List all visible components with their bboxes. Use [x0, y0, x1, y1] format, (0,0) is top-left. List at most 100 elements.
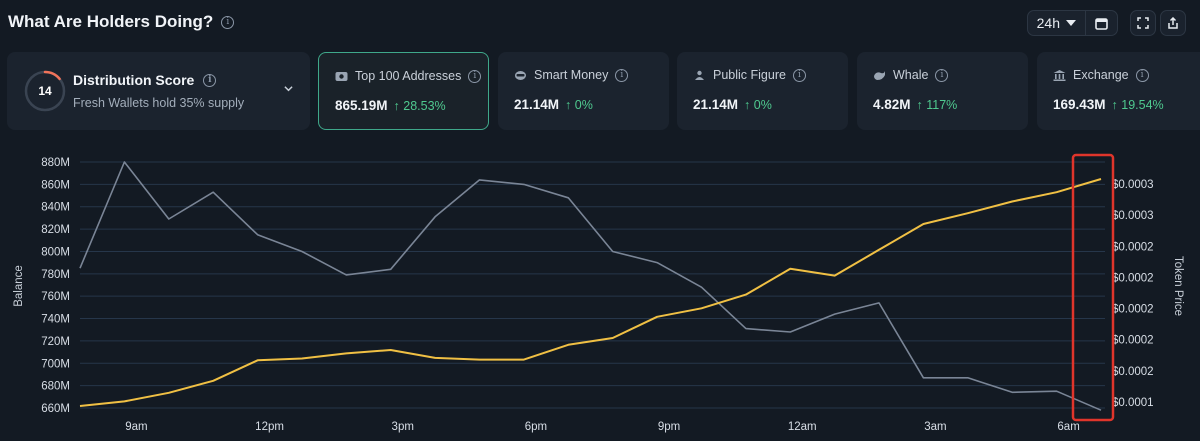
info-icon[interactable]: i	[203, 73, 217, 87]
distribution-score-card[interactable]: 14 Distribution Score i Fresh Wallets ho…	[7, 52, 310, 130]
metric-label: Smart Money	[534, 68, 609, 82]
header: What Are Holders Doing? i	[8, 12, 235, 32]
metric-label: Top 100 Addresses	[355, 69, 462, 83]
whale-icon	[874, 70, 885, 80]
y-axis-ticks: 660M 680M 700M 720M 740M 760M 780M 800M 820M 840M…	[41, 157, 70, 415]
y-axis-label: Balance	[13, 265, 25, 307]
metric-label: Exchange	[1073, 68, 1129, 82]
metric-label-row: Exchange i	[1053, 68, 1149, 82]
exchange-icon	[1053, 69, 1066, 81]
metric-card-exchange[interactable]: Exchange i 169.43M ↑ 19.54%	[1037, 52, 1200, 130]
x-tick-label: 6am	[1057, 421, 1079, 433]
score-title: Distribution Score	[73, 72, 195, 88]
x-tick-label: 9pm	[658, 421, 680, 433]
calendar-button[interactable]	[1085, 11, 1117, 35]
metric-cards: 14 Distribution Score i Fresh Wallets ho…	[7, 52, 1200, 130]
chevron-down-icon[interactable]	[284, 84, 293, 93]
score-title-row: Distribution Score i	[73, 72, 217, 88]
metric-value-row: 21.14M ↑ 0%	[693, 97, 772, 112]
x-tick-label: 3am	[924, 421, 946, 433]
metric-value-row: 21.14M ↑ 0%	[514, 97, 593, 112]
chart-controls: 24h	[1026, 10, 1186, 36]
y-tick-label: 700M	[41, 358, 70, 370]
metric-label-row: Smart Money i	[514, 68, 629, 82]
y-tick-label: 840M	[41, 202, 70, 214]
chart-grid	[80, 161, 1105, 409]
public-figure-icon	[695, 70, 704, 80]
info-icon[interactable]: i	[615, 68, 629, 82]
x-tick-label: 12pm	[255, 421, 284, 433]
y-tick-label: 680M	[41, 381, 70, 393]
metric-label-row: Top 100 Addresses i	[335, 69, 482, 83]
y2-tick-label: $0.0003	[1112, 179, 1154, 191]
fullscreen-icon	[1137, 17, 1149, 29]
info-icon[interactable]: i	[935, 68, 949, 82]
y2-tick-label: $0.0001	[1112, 397, 1154, 409]
timeframe-value: 24h	[1036, 15, 1060, 31]
caret-down-icon	[1066, 20, 1076, 26]
wallet-icon	[335, 71, 348, 81]
share-icon	[1168, 17, 1178, 29]
y2-tick-label: $0.0002	[1112, 241, 1154, 253]
metric-change: ↑ 28.53%	[393, 99, 446, 113]
metric-label-row: Whale i	[873, 68, 949, 82]
y2-tick-label: $0.0002	[1112, 272, 1154, 284]
metric-card-public-figure[interactable]: Public Figure i 21.14M ↑ 0%	[677, 52, 848, 130]
info-icon[interactable]: i	[221, 15, 235, 29]
metric-change: ↑ 0%	[744, 98, 772, 112]
share-button[interactable]	[1160, 10, 1186, 36]
metric-label: Public Figure	[713, 68, 786, 82]
metric-card-top100[interactable]: Top 100 Addresses i 865.19M ↑ 28.53%	[318, 52, 489, 130]
balance-line	[79, 161, 1102, 411]
score-subtitle: Fresh Wallets hold 35% supply	[73, 96, 245, 110]
score-gauge	[24, 70, 66, 112]
x-axis-ticks: 9am 12pm 3pm 6pm 9pm 12am 3am 6am	[125, 421, 1080, 433]
info-icon[interactable]: i	[1135, 68, 1149, 82]
y-tick-label: 820M	[41, 224, 70, 236]
page-title: What Are Holders Doing?	[8, 12, 214, 31]
timeframe-group: 24h	[1026, 10, 1118, 36]
info-icon[interactable]: i	[468, 69, 482, 83]
metric-value: 4.82M	[873, 97, 911, 112]
price-line	[79, 178, 1102, 407]
y-tick-label: 720M	[41, 336, 70, 348]
metric-change: ↑ 0%	[565, 98, 593, 112]
y2-tick-label: $0.0003	[1112, 210, 1154, 222]
y-tick-label: 660M	[41, 403, 70, 415]
y2-tick-label: $0.0002	[1112, 335, 1154, 347]
y2-tick-label: $0.0002	[1112, 304, 1154, 316]
y2-axis-label: Token Price	[1172, 256, 1184, 316]
smart-money-icon	[515, 70, 526, 80]
y2-axis-ticks: $0.0001 $0.0002 $0.0002 $0.0002 $0.0002 $0.00…	[1112, 179, 1154, 409]
calendar-icon	[1095, 17, 1108, 30]
metric-value: 21.14M	[693, 97, 739, 112]
metric-value: 21.14M	[514, 97, 560, 112]
y-tick-label: 780M	[41, 269, 70, 281]
y2-tick-label: $0.0002	[1112, 366, 1154, 378]
y-tick-label: 740M	[41, 314, 70, 326]
y-tick-label: 800M	[41, 246, 70, 258]
metric-card-smart-money[interactable]: Smart Money i 21.14M ↑ 0%	[498, 52, 669, 130]
fullscreen-button[interactable]	[1130, 10, 1156, 36]
x-tick-label: 3pm	[392, 421, 414, 433]
highlight-box	[1071, 153, 1115, 422]
info-icon[interactable]: i	[792, 68, 806, 82]
x-tick-label: 12am	[788, 421, 817, 433]
y-tick-label: 760M	[41, 291, 70, 303]
metric-card-whale[interactable]: Whale i 4.82M ↑ 117%	[857, 52, 1028, 130]
chart-lines	[79, 161, 1102, 411]
metric-value: 169.43M	[1053, 97, 1106, 112]
metric-change: ↑ 19.54%	[1111, 98, 1164, 112]
metric-value-row: 865.19M ↑ 28.53%	[335, 98, 446, 113]
metric-value: 865.19M	[335, 98, 388, 113]
x-tick-label: 6pm	[525, 421, 547, 433]
y-tick-label: 880M	[41, 157, 70, 169]
timeframe-dropdown[interactable]: 24h	[1028, 11, 1085, 35]
metric-label: Whale	[893, 68, 929, 82]
score-value: 14	[38, 84, 52, 98]
metric-value-row: 169.43M ↑ 19.54%	[1053, 97, 1164, 112]
y-tick-label: 860M	[41, 179, 70, 191]
x-tick-label: 9am	[125, 421, 147, 433]
metric-label-row: Public Figure i	[693, 68, 806, 82]
holders-chart: 660M 680M 700M 720M 740M 760M 780M 800M 820M 840M…	[13, 153, 1184, 433]
